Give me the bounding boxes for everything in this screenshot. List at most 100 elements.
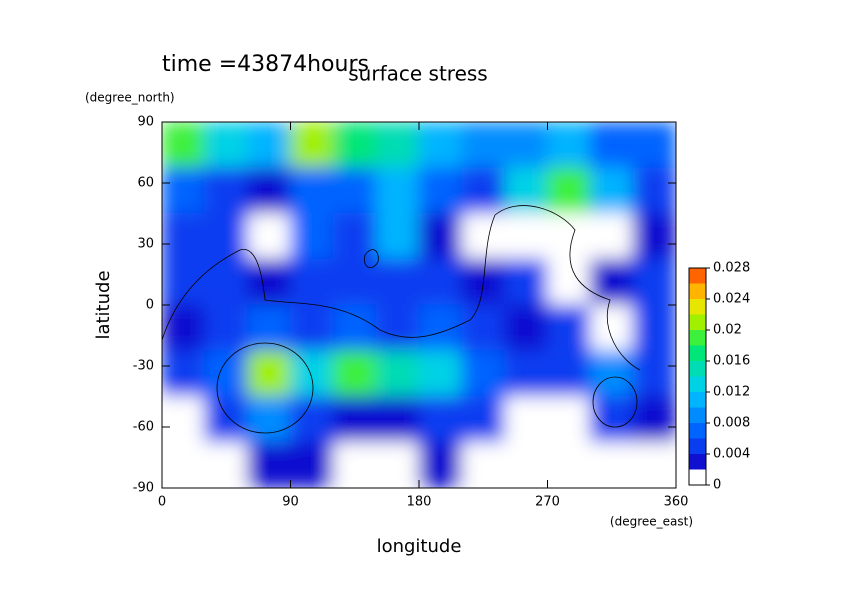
field-cell: [375, 258, 420, 306]
field-cell: [162, 167, 206, 214]
field-cell: [547, 396, 591, 443]
colorbar-bin: [689, 283, 706, 299]
field-cell: [547, 167, 591, 214]
colorbar-tick-label: 0.004: [713, 447, 750, 462]
field-cell: [162, 396, 206, 443]
field-cell: [589, 167, 634, 214]
colorbar-bin: [689, 314, 706, 330]
field-cell: [332, 396, 377, 443]
field-cell: [632, 441, 676, 488]
field-cell: [547, 258, 591, 306]
field-cell: [504, 350, 548, 397]
y-tick-label: -90: [133, 481, 154, 496]
field-cell: [290, 258, 334, 306]
field-cell: [504, 258, 548, 306]
field-cell: [204, 167, 249, 214]
colorbar-tick-label: 0.008: [713, 416, 750, 431]
field-cell: [375, 304, 420, 352]
field-cell: [461, 122, 506, 169]
field-cell: [461, 441, 506, 488]
x-tick-label: 270: [535, 495, 560, 510]
field-cell: [332, 167, 377, 214]
field-cell: [247, 258, 291, 306]
colorbar-bin: [689, 299, 706, 315]
field-cell: [461, 304, 506, 352]
chart-title: surface stress: [348, 62, 487, 86]
field-cell: [547, 441, 591, 488]
colorbar-bin: [689, 376, 706, 392]
field-cell: [375, 122, 420, 169]
field-cell: [632, 122, 676, 169]
field-cell: [418, 167, 463, 214]
field-cell: [204, 304, 249, 352]
field-cell: [418, 441, 463, 488]
x-tick-label: 180: [407, 495, 432, 510]
field-cell: [290, 167, 334, 214]
field-cell: [589, 122, 634, 169]
field-cell: [204, 122, 249, 169]
field-cell: [375, 167, 420, 214]
field-cell: [504, 396, 548, 443]
colorbar-tick-label: 0.016: [713, 354, 750, 369]
field-cell: [332, 213, 377, 260]
x-tick-label: 360: [664, 495, 689, 510]
colorbar-bin: [689, 423, 706, 439]
field-cell: [290, 441, 334, 488]
colorbar-tick-label: 0.028: [713, 261, 750, 276]
colorbar-bin: [689, 454, 706, 470]
coastline: [162, 205, 641, 371]
x-axis-label: longitude: [377, 536, 462, 557]
colorbar-bin: [689, 469, 706, 485]
field-cell: [247, 167, 291, 214]
field-cell: [375, 441, 420, 488]
field-cell: [589, 441, 634, 488]
y-tick-label: 90: [137, 115, 154, 130]
field-cell: [204, 350, 249, 397]
field-cell: [461, 396, 506, 443]
field-cell: [589, 304, 634, 352]
field-cell: [290, 396, 334, 443]
field-cell: [589, 350, 634, 397]
coastline: [216, 342, 314, 434]
field-cell: [332, 441, 377, 488]
field-cell: [418, 122, 463, 169]
field-cell: [162, 304, 206, 352]
colorbar-bin: [689, 407, 706, 423]
field-cell: [290, 122, 334, 169]
field-cell: [375, 396, 420, 443]
coastline: [364, 249, 379, 268]
colorbar-bin: [689, 361, 706, 377]
field-cell: [632, 167, 676, 214]
field-cell: [589, 213, 634, 260]
y-axis-label: latitude: [93, 270, 114, 339]
colorbar-tick-label: 0.012: [713, 385, 750, 400]
field-cell: [247, 396, 291, 443]
colorbar-tick-label: 0.02: [713, 323, 742, 338]
field-cell: [632, 213, 676, 260]
colorbar-bin: [689, 330, 706, 346]
field-cell: [247, 441, 291, 488]
y-unit: (degree_north): [85, 91, 175, 105]
field-cell: [461, 167, 506, 214]
field-cell: [632, 396, 676, 443]
colorbar-bin: [689, 268, 706, 284]
field-cell: [461, 213, 506, 260]
field-cell: [632, 304, 676, 352]
x-unit: (degree_east): [610, 515, 693, 529]
y-tick-label: 30: [137, 237, 154, 252]
x-tick-label: 0: [158, 495, 166, 510]
colorbar-tick-label: 0.024: [713, 292, 750, 307]
field-cell: [547, 304, 591, 352]
field-cell: [332, 258, 377, 306]
field-cell: [461, 350, 506, 397]
field-cell: [375, 350, 420, 397]
coastlines: [162, 205, 641, 434]
field-cell: [547, 213, 591, 260]
y-tick-label: 60: [137, 176, 154, 191]
field-area: [162, 122, 676, 488]
field-cell: [247, 122, 291, 169]
field-cell: [290, 213, 334, 260]
field-cell: [547, 122, 591, 169]
field-cell: [162, 213, 206, 260]
field-cell: [290, 304, 334, 352]
